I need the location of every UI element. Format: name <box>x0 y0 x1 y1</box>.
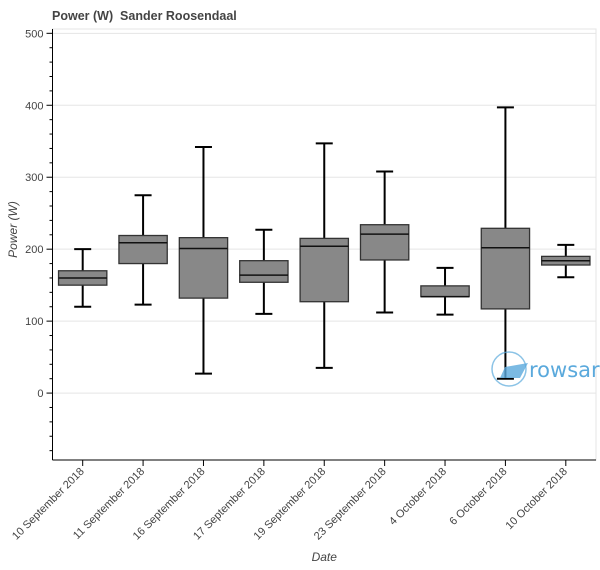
box-iqr <box>480 227 531 310</box>
box-iqr <box>299 237 350 303</box>
box-iqr <box>359 224 410 261</box>
y-tick-label: 200 <box>25 244 43 256</box>
watermark-logo-icon <box>491 351 527 387</box>
watermark-text: rowsar <box>529 358 600 382</box>
y-tick-label: 500 <box>25 28 43 40</box>
watermark-boat-icon <box>500 363 528 378</box>
y-axis-label: Power (W) <box>6 201 20 258</box>
y-tick-label: 300 <box>25 172 43 184</box>
y-tick-label: 400 <box>25 100 43 112</box>
y-tick-label: 100 <box>25 316 43 328</box>
x-tick-label: 10 October 2018 <box>503 466 569 532</box>
box-iqr <box>118 234 168 265</box>
box-iqr <box>239 260 289 283</box>
chart-title: Power (W) Sander Roosendaal <box>52 9 237 23</box>
x-tick-label: 6 October 2018 <box>447 466 509 528</box>
x-axis-label: Date <box>312 550 338 564</box>
box-iqr <box>178 237 229 299</box>
y-tick-label: 0 <box>37 388 43 400</box>
box-iqr <box>420 285 470 298</box>
x-tick-label: 4 October 2018 <box>387 466 449 528</box>
